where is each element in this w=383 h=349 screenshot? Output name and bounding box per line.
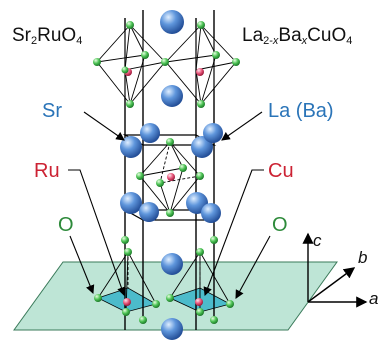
- label-o-left: O: [58, 214, 74, 236]
- oxygen-atom: [136, 172, 144, 180]
- oxygen-atom: [124, 248, 132, 256]
- oxygen-atom: [126, 100, 134, 108]
- axis-b-line: [307, 267, 356, 303]
- oxygen-atom: [121, 236, 129, 244]
- oxygen-atom: [139, 316, 147, 324]
- label-ru: Ru: [34, 160, 60, 182]
- oxygen-atom: [156, 179, 164, 187]
- axes: [302, 232, 368, 308]
- sr-la-atom: [139, 202, 159, 222]
- sr-la-atom: [160, 10, 184, 34]
- oxygen-atom: [196, 248, 204, 256]
- oxygen-atom: [152, 300, 160, 308]
- sr-la-atom: [140, 123, 160, 143]
- ru-cu-atom: [196, 68, 204, 76]
- o-left-leader: [69, 235, 95, 295]
- oxygen-atom: [179, 164, 187, 172]
- oxygen-atom: [121, 66, 129, 74]
- oxygen-atom: [196, 308, 204, 316]
- axis-c-label: c: [313, 231, 322, 250]
- axis-b-label: b: [358, 248, 368, 267]
- oxygen-atom: [122, 308, 130, 316]
- oxygen-atom: [196, 172, 204, 180]
- label-la-ba: La (Ba): [268, 100, 334, 122]
- sr-la-atom: [201, 203, 221, 223]
- oxygen-atom: [161, 58, 169, 66]
- oxygen-atom: [94, 294, 102, 302]
- cu-leader: [203, 169, 264, 297]
- top-octahedra: [96, 24, 237, 105]
- formula-la2xbaxcuo4: La2-xBaxCuO4: [242, 25, 353, 47]
- label-sr: Sr: [42, 100, 62, 122]
- oxygen-atom: [212, 51, 220, 59]
- ru-cu-atom: [195, 298, 203, 306]
- oxygen-atom: [166, 209, 174, 217]
- oxygen-atom: [93, 58, 101, 66]
- la-leader: [221, 111, 263, 141]
- o-right-leader: [235, 235, 271, 299]
- sr-la-atom: [161, 318, 183, 340]
- sr-la-atom: [120, 192, 142, 214]
- oxygen-atom: [210, 236, 218, 244]
- oxygen-atom: [166, 294, 174, 302]
- oxygen-atom: [197, 100, 205, 108]
- oxygen-atom: [226, 300, 234, 308]
- oxygen-atom: [166, 138, 174, 146]
- sr-la-atom: [161, 253, 183, 275]
- axis-a-label: a: [369, 289, 379, 308]
- oxygen-atom: [210, 316, 218, 324]
- ru-cu-atom: [123, 298, 131, 306]
- oxygen-atoms: [93, 21, 240, 324]
- sr-la-atom: [203, 123, 223, 143]
- ru-leader: [68, 169, 126, 297]
- oxygen-atom: [141, 51, 149, 59]
- oxygen-atom: [232, 58, 240, 66]
- formula-sr2ruo4: Sr2RuO4: [12, 25, 83, 47]
- leader-lines: [68, 111, 271, 299]
- sr-leader: [83, 111, 125, 141]
- ru-cu-atom: [167, 173, 175, 181]
- sr-la-atom: [120, 136, 142, 158]
- sr-la-atom: [191, 136, 213, 158]
- oxygen-atom: [126, 21, 134, 29]
- sr-la-atoms: [120, 10, 223, 340]
- sr-la-atom: [161, 85, 183, 107]
- label-cu: Cu: [268, 160, 294, 182]
- label-o-right: O: [272, 214, 288, 236]
- oxygen-atom: [197, 21, 205, 29]
